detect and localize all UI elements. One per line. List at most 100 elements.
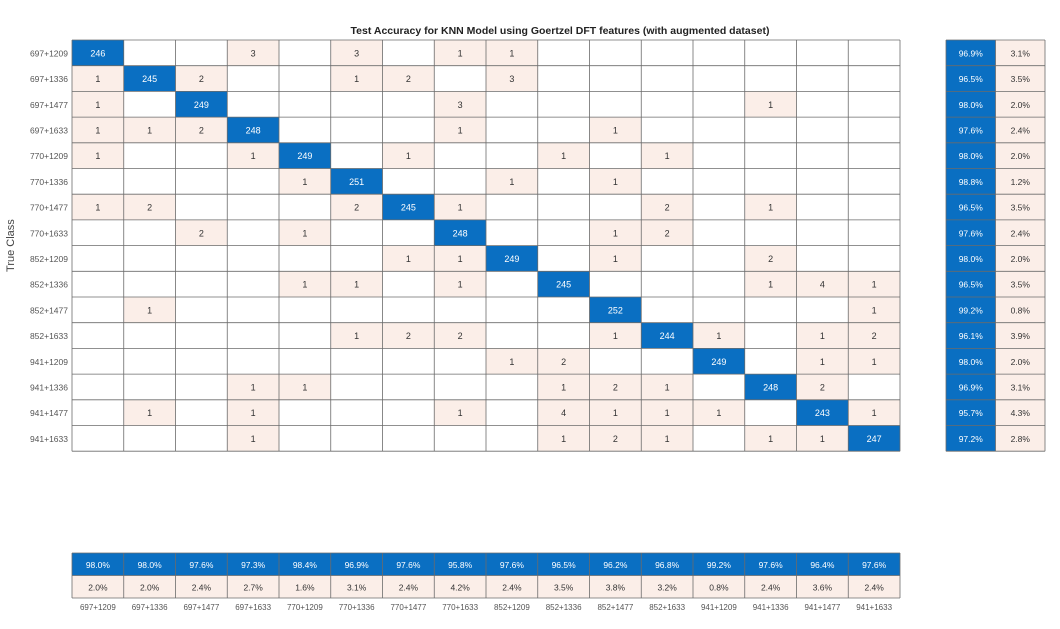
y-axis-label: True Class	[5, 219, 17, 272]
row-incorrect-value: 2.4%	[1011, 125, 1031, 135]
diagonal-cell	[175, 91, 228, 118]
y-tick-label: 697+1336	[30, 74, 68, 84]
row-incorrect-value: 3.5%	[1011, 203, 1031, 213]
cell-value: 1	[613, 125, 618, 135]
row-incorrect-value: 2.0%	[1011, 151, 1031, 161]
col-correct-cell	[641, 553, 693, 576]
row-correct-value: 97.2%	[959, 434, 984, 444]
off-diagonal-cell	[382, 65, 435, 92]
cell-value: 246	[90, 48, 105, 58]
off-diagonal-cell	[589, 374, 642, 400]
cell-value: 2	[199, 228, 204, 238]
off-diagonal-cell	[279, 219, 331, 246]
off-diagonal-cell	[537, 374, 590, 400]
y-tick-label: 697+1209	[30, 48, 68, 58]
diagonal-cell	[330, 168, 383, 195]
col-correct-value: 96.5%	[552, 560, 577, 570]
col-incorrect-value: 4.2%	[450, 582, 470, 592]
cell-value: 248	[453, 228, 468, 238]
off-diagonal-cell	[123, 297, 176, 323]
off-diagonal-cell	[330, 40, 383, 66]
cell-value: 1	[872, 357, 877, 367]
cell-value: 4	[561, 408, 566, 418]
x-tick-label: 770+1477	[390, 603, 426, 612]
cell-value: 2	[199, 74, 204, 84]
cell-value: 1	[302, 177, 307, 187]
row-incorrect-value: 4.3%	[1011, 408, 1031, 418]
cell-value: 1	[95, 100, 100, 110]
cell-value: 252	[608, 305, 623, 315]
row-incorrect-cell	[995, 348, 1045, 375]
col-correct-cell	[382, 553, 435, 576]
off-diagonal-cell	[848, 271, 900, 297]
col-incorrect-cell	[227, 575, 279, 598]
diagonal-cell	[382, 194, 435, 220]
off-diagonal-cell	[589, 168, 642, 195]
off-diagonal-cell	[693, 399, 745, 426]
off-diagonal-cell	[175, 219, 228, 246]
off-diagonal-cell	[279, 168, 331, 195]
col-incorrect-value: 3.6%	[813, 582, 833, 592]
off-diagonal-cell	[537, 425, 590, 452]
row-incorrect-cell	[995, 194, 1045, 220]
col-correct-cell	[796, 553, 849, 576]
row-incorrect-cell	[995, 322, 1045, 349]
row-correct-value: 98.8%	[959, 177, 984, 187]
row-incorrect-cell	[995, 374, 1045, 400]
cell-value: 1	[820, 357, 825, 367]
off-diagonal-cell	[641, 194, 693, 220]
off-diagonal-cell	[434, 322, 486, 349]
row-correct-value: 97.6%	[959, 125, 984, 135]
col-incorrect-cell	[848, 575, 900, 598]
cell-value: 1	[820, 331, 825, 341]
off-diagonal-cell	[848, 348, 900, 375]
off-diagonal-cell	[175, 117, 228, 143]
row-correct-value: 96.9%	[959, 382, 984, 392]
col-correct-cell	[434, 553, 486, 576]
col-correct-value: 96.2%	[603, 560, 628, 570]
off-diagonal-cell	[641, 425, 693, 452]
y-tick-label: 941+1633	[30, 434, 68, 444]
cell-value: 1	[458, 254, 463, 264]
off-diagonal-cell	[693, 322, 745, 349]
cell-value: 1	[613, 254, 618, 264]
col-correct-value: 96.9%	[345, 560, 370, 570]
cell-value: 1	[768, 280, 773, 290]
cell-value: 1	[665, 382, 670, 392]
row-incorrect-value: 3.9%	[1011, 331, 1031, 341]
cell-value: 2	[665, 228, 670, 238]
cell-value: 1	[302, 382, 307, 392]
cell-value: 251	[349, 177, 364, 187]
col-incorrect-value: 3.1%	[347, 582, 367, 592]
off-diagonal-cell	[796, 322, 849, 349]
cell-value: 1	[251, 434, 256, 444]
row-incorrect-value: 2.0%	[1011, 100, 1031, 110]
cell-value: 1	[561, 434, 566, 444]
off-diagonal-cell	[641, 142, 693, 169]
y-tick-label: 697+1633	[30, 125, 68, 135]
row-incorrect-cell	[995, 91, 1045, 118]
cell-value: 1	[561, 382, 566, 392]
cell-value: 1	[302, 280, 307, 290]
cell-value: 1	[665, 151, 670, 161]
off-diagonal-cell	[434, 399, 486, 426]
off-diagonal-cell	[796, 348, 849, 375]
cell-value: 3	[354, 48, 359, 58]
cell-value: 1	[147, 408, 152, 418]
off-diagonal-cell	[744, 425, 797, 452]
diagonal-cell	[434, 219, 486, 246]
off-diagonal-cell	[72, 194, 124, 220]
cell-value: 245	[142, 74, 157, 84]
cell-value: 3	[509, 74, 514, 84]
off-diagonal-cell	[641, 374, 693, 400]
row-correct-cell	[946, 117, 996, 143]
off-diagonal-cell	[330, 194, 383, 220]
off-diagonal-cell	[175, 65, 228, 92]
x-tick-label: 941+1209	[701, 603, 737, 612]
diagonal-cell	[537, 271, 590, 297]
cell-value: 1	[458, 203, 463, 213]
row-correct-cell	[946, 168, 996, 195]
col-correct-value: 98.4%	[293, 560, 318, 570]
cell-value: 249	[711, 357, 726, 367]
row-correct-cell	[946, 348, 996, 375]
